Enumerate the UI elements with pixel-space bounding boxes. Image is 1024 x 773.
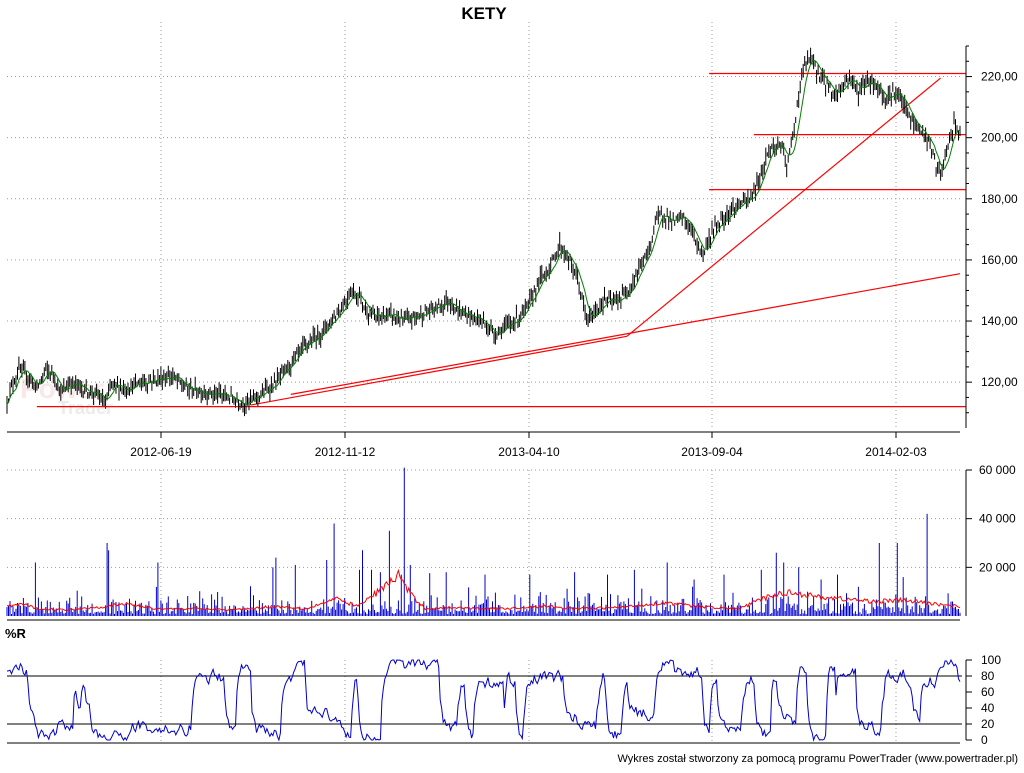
chart-title: KETY — [461, 4, 507, 23]
williams-r-grid — [160, 660, 897, 742]
williams-r-y-axis: 0 20 40 60 80 100 — [966, 653, 1001, 747]
williams-r-panel: %R 0 20 40 60 80 100 — [5, 626, 1001, 747]
price-trend-lines — [250, 77, 961, 406]
volume-grid — [7, 469, 962, 618]
price-trend-line — [250, 335, 628, 406]
price-x-tick-label: 2013-04-10 — [498, 445, 560, 459]
volume-bars — [6, 467, 961, 616]
footer-credit: Wykres został stworzony za pomocą progra… — [617, 753, 1018, 765]
volume-y-tick-label: 20 000 — [979, 560, 1016, 574]
footer-bar — [0, 748, 1024, 768]
price-y-tick-label: 140,00 — [981, 314, 1018, 328]
volume-y-tick-label: 40 000 — [979, 512, 1016, 526]
williams-r-y-tick-label: 60 — [981, 685, 995, 699]
volume-panel: 20 000 40 000 60 000 — [6, 463, 1016, 621]
williams-r-y-tick-label: 40 — [981, 701, 995, 715]
williams-r-y-tick-label: 0 — [981, 733, 988, 747]
price-y-tick-label: 220,00 — [981, 70, 1018, 84]
price-trend-line — [290, 273, 961, 395]
williams-r-y-tick-label: 20 — [981, 717, 995, 731]
price-trend-line — [626, 77, 941, 337]
williams-r-line — [6, 658, 961, 742]
price-y-axis: 120,00 140,00 160,00 180,00 200,00 220,00 — [966, 45, 1018, 414]
price-x-tick-label: 2012-11-12 — [315, 445, 376, 459]
price-bars — [6, 47, 961, 417]
price-x-tick-label: 2014-02-03 — [865, 445, 927, 459]
volume-y-tick-label: 60 000 — [979, 463, 1016, 477]
svg-text:Trader: Trader — [58, 398, 113, 418]
price-panel: KETY 120,00 140,00 160,00 180,00 200,00 220,0… — [6, 4, 1018, 459]
price-support-resistance-lines — [36, 72, 966, 408]
price-y-tick-label: 180,00 — [981, 192, 1018, 206]
price-y-tick-label: 160,00 — [981, 253, 1018, 267]
williams-r-y-tick-label: 80 — [981, 669, 995, 683]
williams-r-y-tick-label: 100 — [981, 653, 1001, 667]
price-x-tick-label: 2012-06-19 — [130, 445, 192, 459]
price-y-tick-label: 200,00 — [981, 131, 1018, 145]
price-x-tick-label: 2013-09-04 — [681, 445, 743, 459]
williams-r-reference-lines — [7, 675, 962, 725]
price-moving-average — [6, 59, 961, 406]
price-x-axis: 2012-06-19 2012-11-12 2013-04-10 2013-09-04… — [130, 432, 927, 459]
williams-r-title: %R — [5, 626, 27, 641]
price-y-tick-label: 120,00 — [981, 375, 1018, 389]
volume-moving-average — [6, 568, 961, 612]
volume-y-axis: 20 000 40 000 60 000 — [966, 463, 1016, 574]
